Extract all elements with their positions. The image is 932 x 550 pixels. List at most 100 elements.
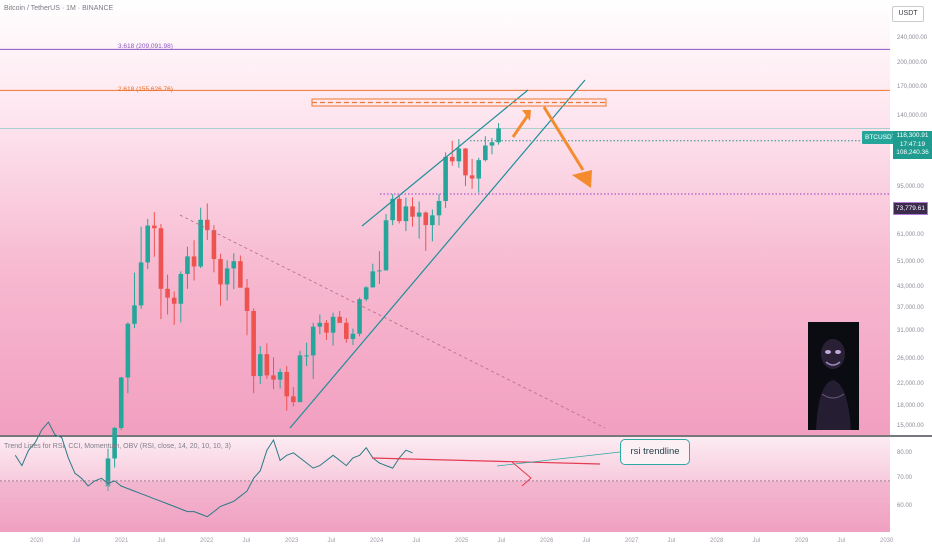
rsi-band: [0, 480, 890, 532]
time-axis-label: Jul: [667, 538, 676, 544]
candle-body: [251, 310, 256, 377]
candle-body: [118, 377, 124, 428]
candle-body: [449, 156, 455, 162]
candle-body: [443, 156, 448, 201]
candle-body: [158, 228, 164, 289]
candle-body: [463, 148, 468, 176]
time-axis-label: Jul: [157, 538, 166, 544]
rsi-down-arrow: [511, 461, 532, 487]
candle-body: [357, 299, 362, 334]
chart-title: Bitcoin / TetherUS · 1M · BINANCE: [4, 5, 114, 12]
indicator-axis-label: 60.00: [897, 503, 913, 509]
price-axis-label: 31,000.00: [897, 328, 924, 334]
time-axis-label: Jul: [752, 538, 761, 544]
time-axis-label: 2025: [455, 538, 469, 544]
candle-body: [370, 271, 376, 288]
candle-body: [469, 175, 475, 179]
candle-body: [178, 273, 184, 304]
price-axis-label: 22,000.00: [897, 381, 924, 387]
time-axis-label: Jul: [72, 538, 81, 544]
candle-body: [416, 212, 422, 217]
candle-body: [383, 220, 389, 271]
time-axis-label: Jul: [242, 538, 251, 544]
candle-body: [291, 396, 296, 403]
price-axis-label: 200,000.00: [897, 60, 928, 66]
candle-body: [238, 261, 243, 288]
rsi-line: [14, 421, 413, 518]
candle-body: [257, 354, 263, 377]
candle-body: [423, 212, 429, 226]
symbol-price-tag: BTCUSDT: [862, 131, 899, 144]
candle-body: [476, 160, 482, 179]
candle-body: [304, 355, 309, 357]
up-arrow-head: [522, 110, 531, 121]
candle-body: [165, 288, 170, 298]
indicator-title: Trend Lines for RSI, CCI, Momentum, OBV …: [4, 443, 231, 450]
down-arrow-head: [572, 170, 592, 188]
time-axis-label: 2024: [370, 538, 384, 544]
candle-body: [456, 148, 462, 162]
price-axis-label: 95,000.00: [897, 184, 924, 190]
last-price: 118,300.91: [896, 132, 929, 139]
candle-body: [337, 316, 342, 323]
price-axis-label: 15,000.00: [897, 423, 924, 429]
currency-selector[interactable]: USDT: [892, 6, 924, 22]
fib-label-3618: 3.618 (209,091.98): [118, 43, 173, 50]
candle-body: [145, 225, 151, 263]
candle-body: [125, 323, 131, 378]
time-axis-label: 2029: [795, 538, 809, 544]
candle-body: [403, 206, 409, 222]
channel-lower-line: [289, 79, 586, 429]
time-axis-label: Jul: [497, 538, 506, 544]
price-axis-label: 43,000.00: [897, 284, 924, 290]
time-axis-label: 2028: [710, 538, 724, 544]
indicator-pane-bg: [0, 437, 890, 532]
candle-body: [277, 371, 283, 380]
fib-label-2618: 2.618 (155,626.76): [118, 86, 173, 93]
price-axis-label: 37,000.00: [897, 305, 924, 311]
candle-body: [377, 270, 382, 272]
price-axis-label: 170,000.00: [897, 84, 928, 90]
candle-body: [271, 375, 276, 380]
candle-body: [218, 259, 223, 285]
candle-body: [330, 316, 336, 333]
time-axis-label: Jul: [837, 538, 846, 544]
candle-body: [171, 297, 177, 304]
candle-body: [224, 268, 230, 285]
candle-body: [244, 287, 250, 311]
time-axis-label: Jul: [327, 538, 336, 544]
time-axis-label: Jul: [412, 538, 421, 544]
candle-body: [489, 142, 495, 146]
candle-body: [344, 322, 349, 339]
candle-body: [310, 326, 316, 356]
candle-body: [138, 262, 144, 306]
down-trendline: [179, 214, 606, 429]
callout-leader: [496, 451, 621, 467]
candle-body: [324, 322, 329, 333]
time-axis-label: 2022: [200, 538, 214, 544]
candle-body: [390, 198, 395, 221]
candle-body: [132, 305, 137, 324]
candle-body: [152, 225, 157, 229]
main-pane-bg: [0, 0, 890, 435]
rsi-trendline: [371, 457, 601, 465]
candle-body: [205, 219, 210, 231]
candle-body: [483, 145, 488, 161]
candle-body: [211, 230, 217, 260]
up-arrow-shaft: [511, 114, 530, 138]
channel-upper-line: [361, 89, 529, 227]
time-axis-label: Jul: [582, 538, 591, 544]
candle-body: [436, 200, 442, 216]
time-axis-label: 2021: [115, 538, 129, 544]
candle-body: [297, 355, 303, 403]
price-axis-label: 51,000.00: [897, 259, 924, 265]
candle-body: [430, 215, 435, 226]
candle-body: [317, 322, 323, 327]
price-axis-label: 18,000.00: [897, 403, 924, 409]
candle-body: [105, 458, 111, 487]
candle-body: [410, 206, 415, 217]
rsi-trendline-callout[interactable]: rsi trendline: [620, 439, 690, 465]
candle-body: [284, 371, 290, 397]
